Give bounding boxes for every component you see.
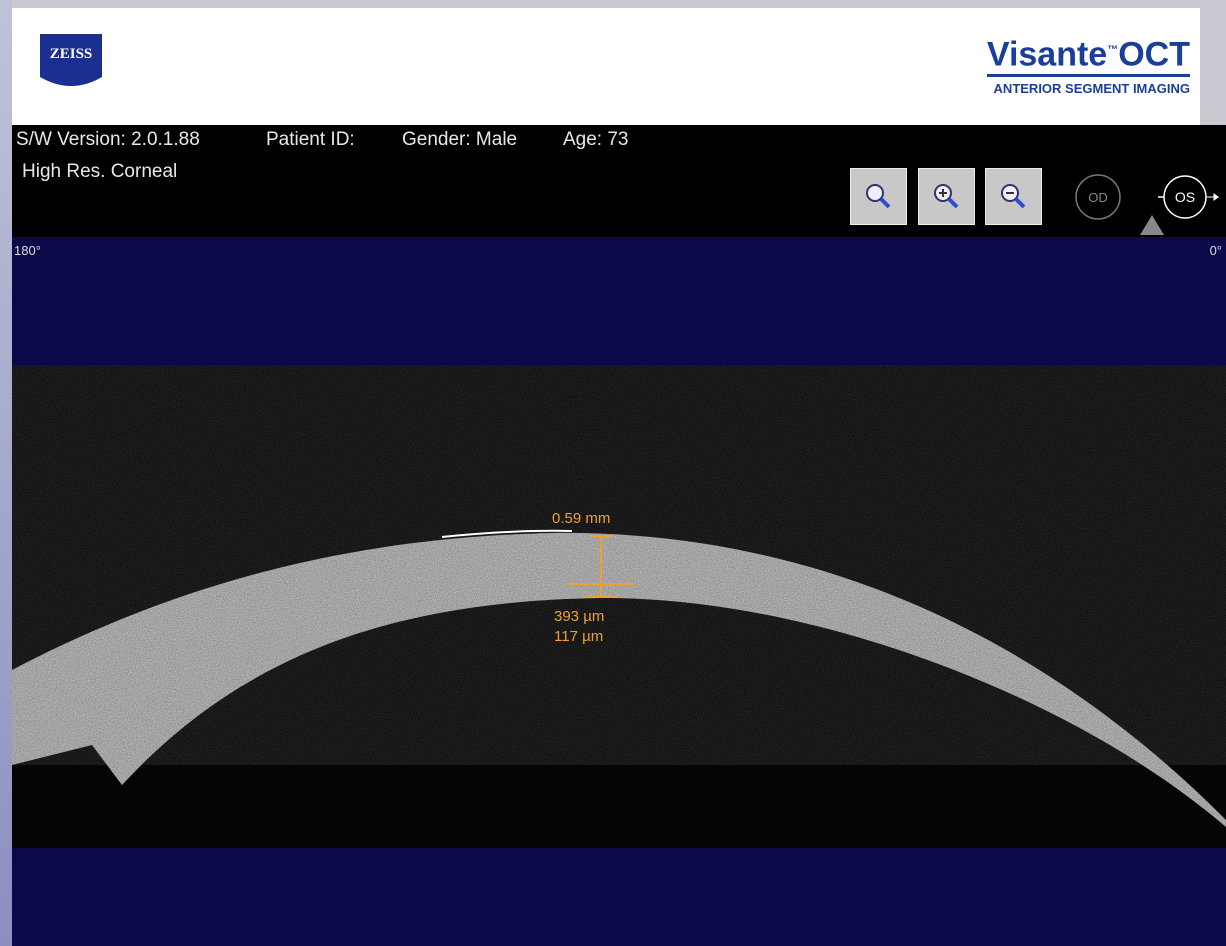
bottom-band — [12, 848, 1226, 946]
trademark: ™ — [1107, 44, 1118, 56]
screen: ZEISS Visante™OCT ANTERIOR SEGMENT IMAGI… — [0, 0, 1226, 946]
zoom-in-button[interactable] — [918, 168, 975, 225]
info-bar: S/W Version: 2.0.1.88 Patient ID: Gender… — [12, 125, 1226, 237]
brand: Visante™OCT ANTERIOR SEGMENT IMAGING — [987, 30, 1190, 96]
od-button[interactable]: OD — [1088, 190, 1108, 205]
age: Age: 73 — [563, 129, 629, 151]
right-angle: 0° — [1210, 243, 1222, 258]
eye-selector: OD OS — [1072, 170, 1226, 237]
scan-mode: High Res. Corneal — [22, 161, 177, 183]
logo-wave — [40, 71, 102, 95]
depth-label: 393 µm — [554, 608, 604, 625]
gender: Gender: Male — [402, 129, 517, 151]
thickness-label: 0.59 mm — [552, 510, 610, 527]
logo-box: ZEISS — [40, 34, 102, 92]
scan-band: 180° 0° — [12, 237, 1226, 365]
product-suffix: OCT — [1118, 35, 1190, 73]
depth-label: 117 µm — [554, 628, 603, 645]
header: ZEISS Visante™OCT ANTERIOR SEGMENT IMAGI… — [12, 8, 1200, 125]
zoom-button[interactable] — [850, 168, 907, 225]
measure-labels: 0.59 mm 393 µm 117 µm — [12, 365, 1226, 848]
product: Visante — [987, 35, 1107, 73]
os-button[interactable]: OS — [1175, 189, 1195, 205]
patient-id: Patient ID: — [266, 129, 355, 151]
side-bg — [0, 0, 12, 946]
tagline: ANTERIOR SEGMENT IMAGING — [987, 81, 1190, 96]
logo: ZEISS — [40, 34, 102, 71]
version: S/W Version: 2.0.1.88 — [16, 129, 200, 151]
zoom-out-button[interactable] — [985, 168, 1042, 225]
left-angle: 180° — [14, 243, 41, 258]
